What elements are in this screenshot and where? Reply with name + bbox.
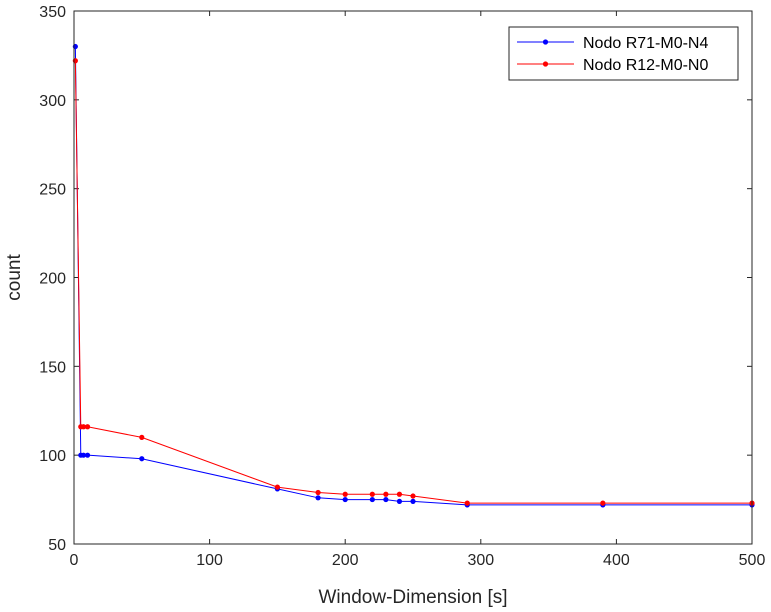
y-tick-label: 350 <box>39 4 66 21</box>
y-axis-label: count <box>4 254 25 301</box>
x-tick-label: 500 <box>739 552 766 569</box>
x-axis-label: Window-Dimension [s] <box>319 587 508 608</box>
legend-item[interactable]: Nodo R71-M0-N4 <box>517 35 708 52</box>
x-tick-label: 0 <box>70 552 79 569</box>
legend-label: Nodo R12-M0-N0 <box>583 57 708 74</box>
data-point <box>80 452 87 458</box>
data-point <box>315 495 321 501</box>
data-point <box>80 424 87 430</box>
x-axis-ticks: 0 100 200 300 400 500 <box>70 11 766 569</box>
y-tick-label: 50 <box>48 537 66 554</box>
series-1 <box>72 43 755 508</box>
data-point <box>600 500 606 506</box>
data-point <box>84 424 91 430</box>
data-point <box>84 452 91 458</box>
data-point <box>139 434 145 440</box>
plot-frame <box>73 10 753 545</box>
x-tick-label: 200 <box>332 552 359 569</box>
legend[interactable]: Nodo R71-M0-N4 Nodo R12-M0-N0 <box>508 26 739 81</box>
data-point <box>342 496 348 503</box>
plot-series <box>72 43 755 508</box>
data-point <box>342 491 348 497</box>
data-point <box>396 491 403 497</box>
y-tick-label: 100 <box>39 448 66 465</box>
data-point <box>410 493 416 499</box>
y-tick-label: 150 <box>39 359 66 376</box>
y-tick-label: 300 <box>39 93 66 110</box>
data-point <box>139 456 145 462</box>
x-tick-label: 100 <box>196 552 223 569</box>
data-point <box>464 500 470 506</box>
data-point <box>383 491 389 497</box>
data-point <box>410 498 416 504</box>
legend-swatch-marker <box>542 39 549 45</box>
x-tick-label: 400 <box>603 552 630 569</box>
y-tick-label: 200 <box>39 271 66 288</box>
legend-item[interactable]: Nodo R12-M0-N0 <box>517 57 708 74</box>
y-axis-ticks: 50 100 150 200 250 300 350 <box>39 4 752 554</box>
data-point <box>396 498 403 504</box>
x-tick-label: 300 <box>467 552 494 569</box>
series-line <box>74 46 752 506</box>
legend-box <box>508 26 739 81</box>
series-line <box>74 60 752 504</box>
data-point <box>315 489 321 496</box>
data-point <box>369 496 375 503</box>
legend-swatch-marker <box>542 61 549 67</box>
data-point <box>383 496 389 503</box>
legend-label: Nodo R71-M0-N4 <box>583 35 708 52</box>
data-point <box>369 491 375 497</box>
y-tick-label: 250 <box>39 182 66 199</box>
series-2 <box>72 58 755 506</box>
data-point <box>274 484 280 490</box>
